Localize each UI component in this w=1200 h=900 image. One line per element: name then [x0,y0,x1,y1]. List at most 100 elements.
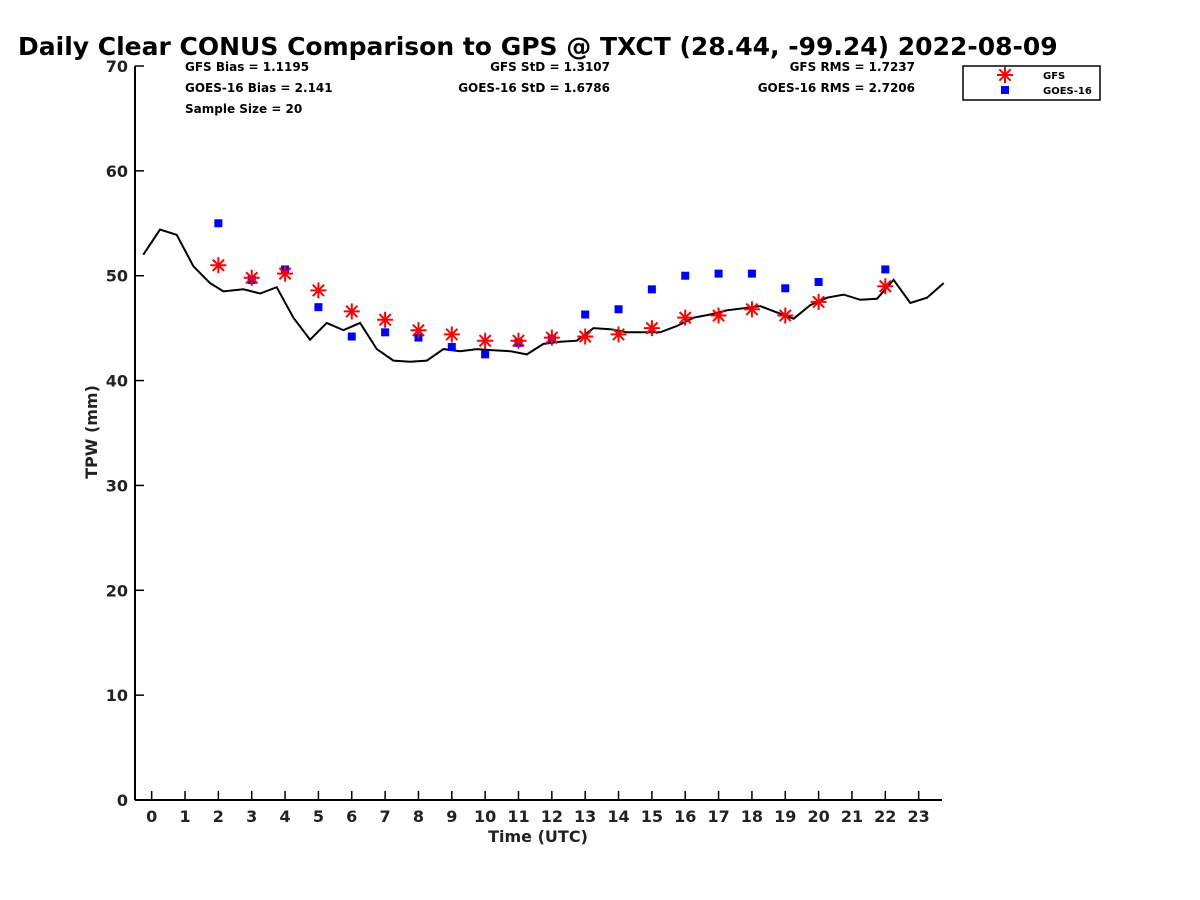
asterisk-stroke [512,334,525,348]
gfs-point [777,307,794,324]
asterisk-stroke [545,331,559,344]
asterisk-stroke [998,68,1012,82]
x-tick-label: 14 [607,807,629,826]
y-axis-label: TPW (mm) [82,385,101,479]
asterisk-stroke [578,330,592,343]
asterisk-stroke [712,309,725,322]
asterisk-stroke [212,258,225,272]
y-tick-label: 10 [106,686,128,705]
y-tick-label: 20 [106,581,128,600]
x-axis-label: Time (UTC) [488,827,588,846]
asterisk-stroke [678,311,692,325]
asterisk-stroke [612,328,625,341]
gfs-point [243,269,260,286]
x-tick-label: 20 [807,807,829,826]
legend-gfs-label: GFS [1043,71,1065,82]
asterisk-stroke [478,334,492,348]
asterisk-stroke [645,321,659,335]
x-tick-label: 15 [641,807,663,826]
goes-point [747,269,756,278]
gfs-point [643,320,660,337]
x-tick-label: 1 [179,807,190,826]
legend-goes-label: GOES-16 [1043,86,1092,97]
x-tick-label: 7 [380,807,391,826]
x-tick-label: 19 [774,807,796,826]
gfs-point [877,278,894,295]
legend-box [962,65,1101,101]
goes-point [347,332,356,341]
legend-gfs-marker [997,67,1013,83]
gfs-point [343,303,360,320]
goes-point [481,350,490,359]
gfs-point [510,332,527,349]
y-tick-label: 50 [106,267,128,286]
y-tick-label: 40 [106,372,128,391]
goes-point [381,328,390,337]
x-tick-label: 18 [741,807,763,826]
asterisk-stroke [745,302,759,316]
gfs-point [577,328,594,345]
gfs-point [810,293,827,310]
x-tick-label: 6 [346,807,357,826]
asterisk-stroke [412,323,425,337]
asterisk-stroke [778,309,792,322]
legend: GFS GOES-16 [962,65,1101,101]
goes-point [314,303,323,312]
asterisk-stroke [245,271,259,285]
x-tick-label: 5 [313,807,324,826]
goes-bias-text: GOES-16 Bias = 2.141 [185,81,333,95]
asterisk-stroke [878,279,892,293]
gfs-bias-text: GFS Bias = 1.1195 [185,60,309,74]
sample-size-text: Sample Size = 20 [185,102,302,116]
gfs-point [677,309,694,326]
y-tick-label: 70 [106,57,128,76]
x-tick-label: 9 [446,807,457,826]
goes-point [714,269,723,278]
x-tick-label: 0 [146,807,157,826]
goes-point [681,271,690,280]
goes-rms-text: GOES-16 RMS = 2.7206 [758,81,915,95]
x-tick-label: 11 [507,807,529,826]
goes-point [781,284,790,293]
gfs-point [543,329,560,346]
x-tick-label: 3 [246,807,257,826]
x-tick-label: 2 [213,807,224,826]
asterisk-stroke [378,313,392,327]
legend-goes-square [1001,86,1009,94]
x-tick-label: 10 [474,807,496,826]
gfs-point [610,326,627,343]
x-tick-label: 12 [541,807,563,826]
markers-group [210,219,894,359]
goes-point [881,265,890,274]
goes-point [581,310,590,319]
gfs-point [443,326,460,343]
goes-point [647,285,656,294]
x-tick-label: 8 [413,807,424,826]
gfs-point [410,322,427,339]
goes-point [214,219,223,228]
x-tick-label: 13 [574,807,596,826]
x-tick-label: 17 [707,807,729,826]
asterisk-stroke [312,284,325,297]
y-tick-label: 0 [117,791,128,810]
x-tick-label: 22 [874,807,896,826]
gfs-point [277,265,294,282]
x-tick-label: 21 [841,807,863,826]
gfs-point [310,282,327,299]
gfs-point [377,311,394,328]
goes-point [614,305,623,314]
gfs-point [743,301,760,318]
y-tick-label: 30 [106,476,128,495]
chart-title: Daily Clear CONUS Comparison to GPS @ TX… [18,32,1058,61]
y-tick-label: 60 [106,162,128,181]
gfs-point [477,332,494,349]
gps-line-group [142,228,945,363]
gfs-rms-text: GFS RMS = 1.7237 [790,60,915,74]
legend-gfs-asterisk [997,67,1013,83]
x-tick-label: 16 [674,807,696,826]
goes-point [447,343,456,352]
asterisk-stroke [812,295,825,309]
gfs-point [710,307,727,324]
